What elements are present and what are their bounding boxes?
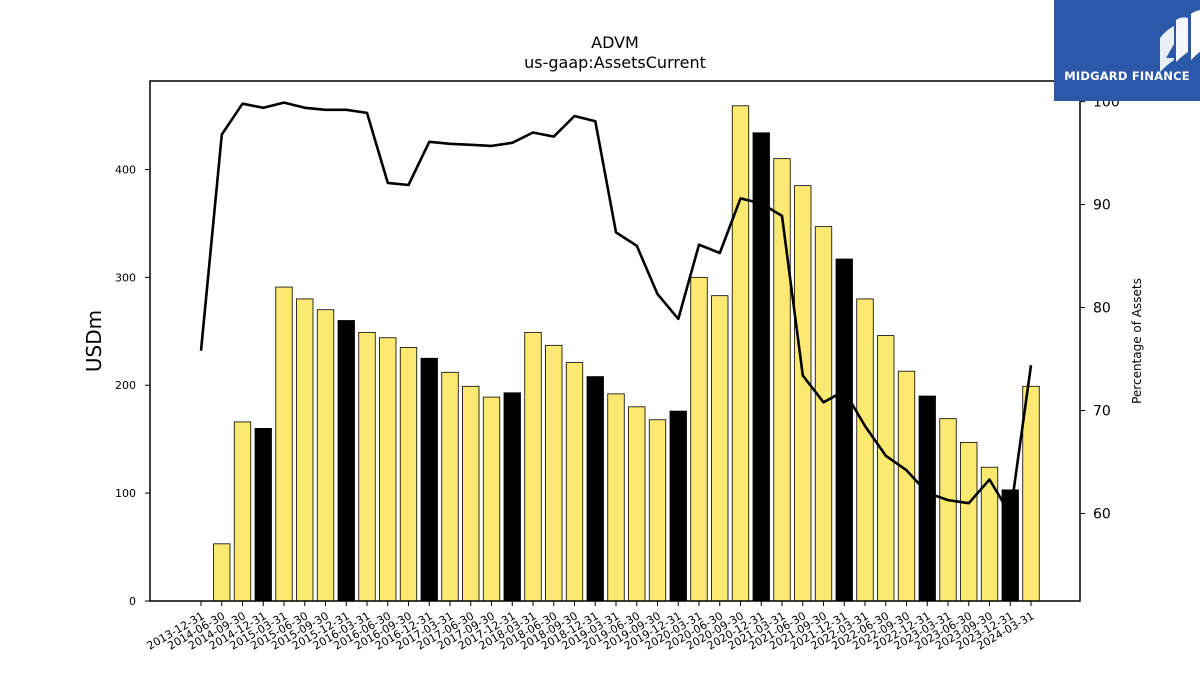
chart-subtitle: us-gaap:AssetsCurrent: [524, 53, 706, 72]
bar-2018-09-30: [565, 362, 584, 602]
plot-frame: [149, 80, 1081, 602]
bar-2014-09-30: [233, 421, 252, 602]
brand-logo: MIDGARD FINANCE: [1054, 0, 1200, 101]
y-axis-label: USDm: [82, 310, 106, 372]
bar-2019-06-30: [628, 406, 646, 602]
bar-2022-06-30: [877, 335, 895, 602]
bar-2015-12-31: [337, 320, 355, 602]
y2-axis-label: Percentage of Assets: [1130, 278, 1144, 404]
bar-2015-03-31: [275, 286, 293, 602]
percentage-line: [199, 101, 1033, 516]
bar-2017-09-30: [482, 396, 501, 602]
bar-2016-09-30: [399, 347, 418, 602]
y-tick-label-0: 0: [129, 595, 136, 608]
bar-2020-03-31: [690, 276, 708, 602]
bar-2017-06-30: [462, 385, 480, 602]
bar-2021-09-30: [814, 226, 833, 602]
bar-2021-12-31: [835, 258, 853, 602]
y2-tick-label-80: 80: [1093, 301, 1111, 317]
y-tick-label-200: 200: [115, 379, 136, 392]
y2-tick-label-90: 90: [1093, 198, 1111, 214]
bar-2017-12-31: [503, 392, 521, 602]
y-tick-label-300: 300: [115, 271, 136, 284]
bar-2020-06-30: [711, 295, 729, 602]
bar-2016-06-30: [379, 337, 397, 602]
y-tick-label-100: 100: [115, 487, 136, 500]
bar-2018-06-30: [545, 344, 563, 602]
y-tick-label-400: 400: [115, 163, 136, 176]
bar-2016-03-31: [358, 331, 376, 602]
bar-2022-03-31: [856, 298, 874, 602]
bar-2024-03-31: [1022, 385, 1040, 602]
bar-2015-06-30: [296, 298, 314, 602]
bar-2017-03-31: [441, 371, 459, 602]
bar-2018-12-31: [586, 376, 604, 602]
bar-2019-03-31: [607, 393, 625, 602]
bar-2015-09-30: [316, 309, 335, 602]
logo-text: MIDGARD FINANCE: [1064, 69, 1190, 83]
bar-2014-12-31: [254, 427, 272, 602]
bar-2016-12-31: [420, 357, 438, 602]
bar-2023-06-30: [960, 442, 978, 602]
midgard-logo-icon: [1160, 10, 1200, 72]
bar-2018-03-31: [524, 331, 542, 602]
bar-2021-06-30: [794, 185, 812, 602]
bar-2014-06-30: [213, 543, 231, 602]
bar-2020-09-30: [731, 105, 750, 602]
bar-2019-09-30: [648, 419, 667, 602]
bar-2023-03-31: [939, 418, 957, 602]
bar-2019-12-31: [669, 410, 687, 602]
bar-2022-09-30: [897, 370, 916, 602]
bar-2022-12-31: [918, 395, 936, 602]
y2-tick-label-70: 70: [1093, 404, 1111, 420]
y2-tick-label-60: 60: [1093, 506, 1111, 522]
chart-title: ADVM: [591, 33, 639, 52]
